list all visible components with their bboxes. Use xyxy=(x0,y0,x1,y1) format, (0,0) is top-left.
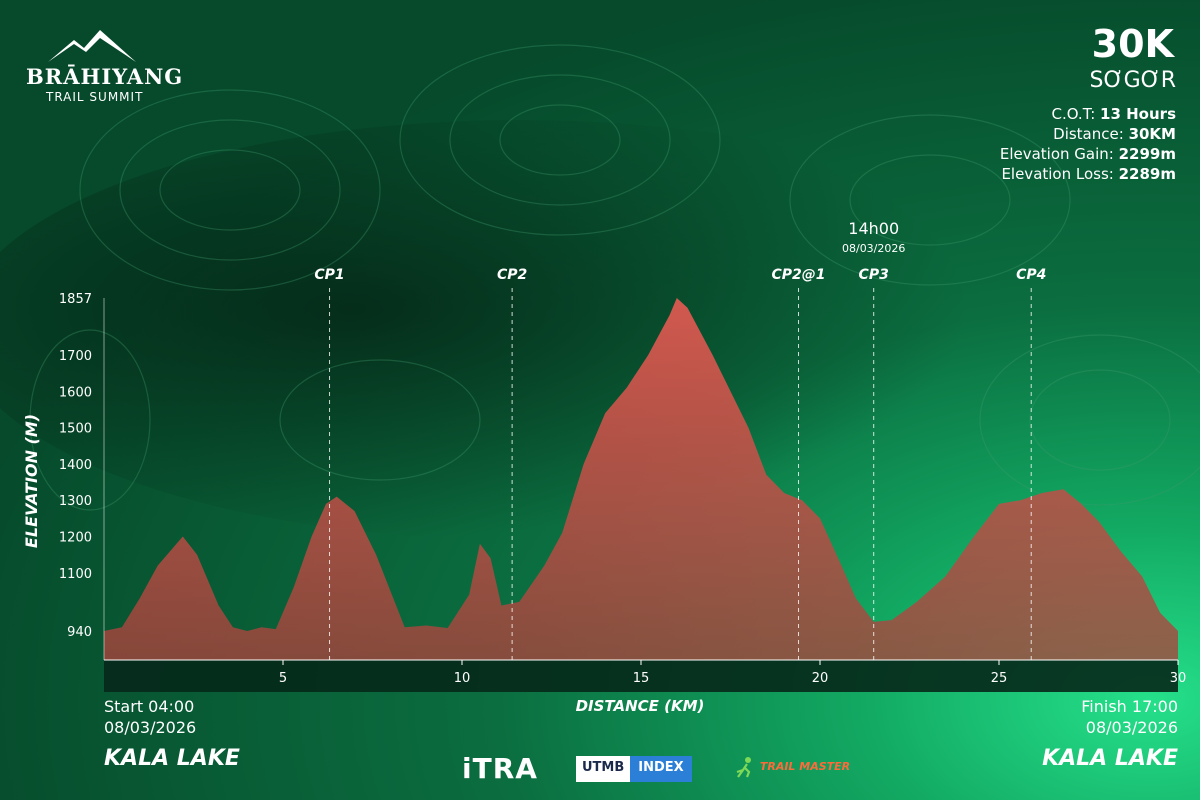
trailmaster-label: TRAIL MASTER xyxy=(759,760,851,773)
brand-name: BRĀHIYANG xyxy=(26,64,184,89)
checkpoint-label: CP2 xyxy=(497,267,527,283)
start-time: Start 04:00 xyxy=(104,697,195,716)
race-stats: C.O.T: 13 Hours Distance: 30KM Elevation… xyxy=(1000,104,1176,184)
x-tick-label: 30 xyxy=(1170,671,1187,686)
utmb-label: UTMB xyxy=(576,756,631,782)
x-tick-label: 5 xyxy=(279,671,287,686)
checkpoint-label: CP1 xyxy=(314,267,344,283)
x-axis-band xyxy=(104,660,1178,692)
start-location: KALA LAKE xyxy=(104,746,240,771)
utmb-index-logo: UTMB INDEX xyxy=(576,756,692,782)
race-distance-label: 30K xyxy=(1091,22,1174,66)
finish-info: Finish 17:00 08/03/2026 xyxy=(1081,696,1178,738)
x-tick-label: 15 xyxy=(633,671,650,686)
index-label: INDEX xyxy=(630,756,692,782)
elevation-area xyxy=(104,298,1178,660)
y-axis-title: ELEVATION (M) xyxy=(22,414,41,548)
runner-icon xyxy=(736,757,751,778)
stat-row-cot: C.O.T: 13 Hours xyxy=(1051,105,1176,123)
y-tick-label: 1500 xyxy=(59,422,92,437)
finish-location: KALA LAKE xyxy=(1042,746,1178,771)
checkpoint-label: CP2@1 xyxy=(772,267,826,283)
checkpoint-label: CP3 xyxy=(859,267,889,283)
stat-row-distance: Distance: 30KM xyxy=(1053,125,1176,143)
y-tick-label: 1300 xyxy=(59,494,92,509)
y-tick-label: 1200 xyxy=(59,531,92,546)
itra-logo: iTRA xyxy=(462,752,538,785)
trailmaster-logo: TRAIL MASTER xyxy=(734,756,850,778)
x-tick-label: 25 xyxy=(991,671,1008,686)
checkpoint-label: CP4 xyxy=(1016,267,1046,283)
y-tick-label: 1600 xyxy=(59,385,92,400)
brand-subtitle: TRAIL SUMMIT xyxy=(46,90,144,104)
x-axis-title: DISTANCE (KM) xyxy=(575,697,705,715)
stat-row-loss: Elevation Loss: 2289m xyxy=(1001,165,1176,183)
start-info: Start 04:00 08/03/2026 xyxy=(104,696,196,738)
cutoff-date: 08/03/2026 xyxy=(842,242,905,255)
x-tick-label: 20 xyxy=(812,671,829,686)
cutoff-time: 14h00 xyxy=(848,219,899,238)
y-tick-label: 1400 xyxy=(59,458,92,473)
y-tick-label: 1700 xyxy=(59,349,92,364)
race-name: SƠGƠR xyxy=(1089,68,1176,93)
x-tick-label: 10 xyxy=(454,671,471,686)
y-tick-label: 1100 xyxy=(59,567,92,582)
mountain-logo-icon xyxy=(48,30,136,62)
y-tick-label: 940 xyxy=(67,625,92,640)
finish-time: Finish 17:00 xyxy=(1081,697,1178,716)
y-tick-label: 1857 xyxy=(59,292,92,307)
stat-row-gain: Elevation Gain: 2299m xyxy=(999,145,1176,163)
finish-date: 08/03/2026 xyxy=(1085,718,1178,737)
start-date: 08/03/2026 xyxy=(104,718,197,737)
